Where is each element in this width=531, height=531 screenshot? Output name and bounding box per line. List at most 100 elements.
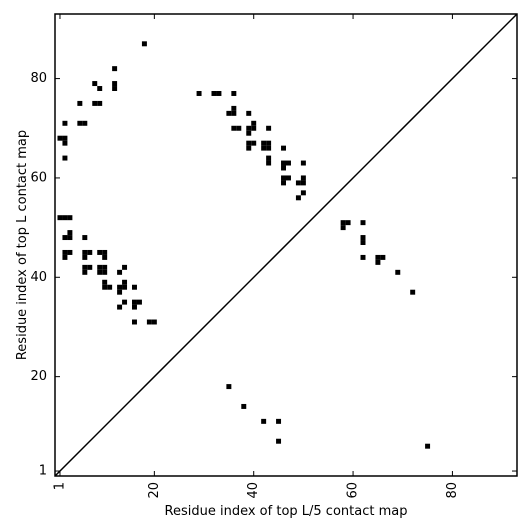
y-tick-label: 60 bbox=[30, 170, 47, 185]
contact-point bbox=[62, 155, 68, 161]
contact-point bbox=[246, 130, 252, 136]
contact-point bbox=[300, 190, 306, 196]
contact-point bbox=[360, 240, 366, 245]
contact-point bbox=[246, 145, 252, 151]
contact-point bbox=[62, 249, 68, 255]
contact-point bbox=[122, 264, 128, 270]
contact-point bbox=[102, 254, 108, 260]
contact-point bbox=[87, 264, 93, 270]
contact-point bbox=[117, 289, 123, 295]
contact-point bbox=[77, 100, 83, 106]
plot-frame bbox=[54, 13, 518, 477]
contact-point bbox=[97, 264, 103, 270]
contact-point bbox=[281, 175, 286, 181]
contact-point bbox=[295, 195, 301, 201]
contact-point bbox=[117, 304, 123, 310]
contact-point bbox=[276, 438, 282, 444]
diagonal-line bbox=[54, 13, 518, 477]
x-tick-label: 40 bbox=[246, 482, 261, 499]
contact-point bbox=[281, 145, 286, 151]
y-tick-label: 1 bbox=[39, 464, 47, 479]
contact-point bbox=[360, 235, 366, 241]
y-tick-label: 40 bbox=[30, 270, 47, 285]
contact-point bbox=[231, 125, 237, 131]
contact-point bbox=[266, 145, 272, 151]
contact-point bbox=[67, 230, 73, 236]
axis-ticks: 1 20 40 60 80 1 20 40 60 80 bbox=[30, 14, 517, 499]
y-tick-label: 80 bbox=[30, 71, 47, 86]
contact-point bbox=[132, 304, 137, 310]
contact-point bbox=[211, 91, 217, 96]
contact-point bbox=[380, 254, 386, 260]
contact-point bbox=[360, 254, 366, 260]
contact-point bbox=[97, 249, 103, 255]
contact-point bbox=[92, 100, 98, 106]
contact-point bbox=[102, 279, 108, 285]
contact-point bbox=[97, 86, 103, 91]
y-axis-label: Residue index of top L contact map bbox=[15, 130, 30, 360]
contact-point bbox=[62, 140, 68, 146]
contact-point bbox=[266, 155, 272, 161]
contact-point bbox=[286, 160, 291, 166]
contact-point bbox=[136, 299, 142, 305]
contact-point bbox=[62, 254, 68, 260]
contact-point bbox=[97, 269, 103, 275]
contact-point bbox=[340, 220, 346, 226]
contact-point bbox=[300, 180, 306, 186]
contact-point bbox=[281, 165, 286, 171]
contact-point bbox=[231, 110, 237, 116]
contact-point bbox=[266, 160, 272, 166]
contact-point bbox=[425, 443, 431, 449]
contact-point bbox=[241, 403, 247, 409]
contact-point bbox=[92, 81, 98, 87]
contact-point bbox=[82, 254, 88, 260]
contact-point bbox=[57, 215, 63, 221]
contact-point bbox=[122, 284, 128, 290]
contact-point bbox=[345, 220, 351, 226]
contact-point bbox=[112, 81, 118, 87]
contact-point bbox=[62, 120, 68, 126]
contact-point bbox=[395, 269, 401, 275]
contact-point bbox=[87, 249, 93, 255]
contact-point bbox=[251, 125, 257, 131]
contact-point bbox=[281, 180, 286, 186]
contact-point bbox=[82, 120, 88, 126]
contact-point bbox=[261, 145, 267, 151]
contact-point bbox=[82, 269, 88, 275]
contact-point bbox=[266, 125, 272, 131]
contact-point bbox=[251, 120, 257, 126]
contact-point bbox=[117, 269, 123, 275]
contact-point bbox=[102, 269, 108, 275]
contact-point bbox=[117, 284, 123, 290]
contact-point bbox=[300, 160, 306, 166]
contact-point bbox=[122, 299, 128, 305]
contact-point bbox=[67, 235, 73, 241]
contact-point bbox=[77, 120, 83, 126]
contact-point bbox=[276, 418, 282, 424]
contact-point bbox=[151, 319, 157, 325]
contact-point bbox=[300, 175, 306, 181]
contact-point bbox=[246, 125, 252, 131]
contact-point bbox=[410, 289, 416, 295]
contact-point bbox=[102, 284, 108, 290]
contact-point bbox=[82, 249, 88, 255]
contact-point bbox=[286, 175, 291, 181]
contact-point bbox=[67, 249, 73, 255]
x-tick-label: 20 bbox=[147, 482, 162, 499]
x-tick-label: 1 bbox=[52, 482, 67, 490]
contact-point bbox=[82, 235, 88, 241]
x-tick-label: 80 bbox=[445, 482, 460, 499]
contact-point bbox=[251, 140, 257, 146]
contact-point bbox=[295, 180, 301, 186]
contact-point bbox=[360, 220, 366, 226]
contact-point bbox=[216, 91, 222, 96]
contact-point bbox=[102, 249, 108, 255]
contact-point bbox=[246, 110, 252, 116]
contact-point bbox=[107, 284, 113, 290]
contact-point bbox=[132, 319, 137, 325]
contact-point bbox=[246, 140, 252, 146]
contact-point bbox=[112, 86, 118, 91]
contact-point bbox=[261, 418, 267, 424]
contact-point bbox=[231, 105, 237, 111]
